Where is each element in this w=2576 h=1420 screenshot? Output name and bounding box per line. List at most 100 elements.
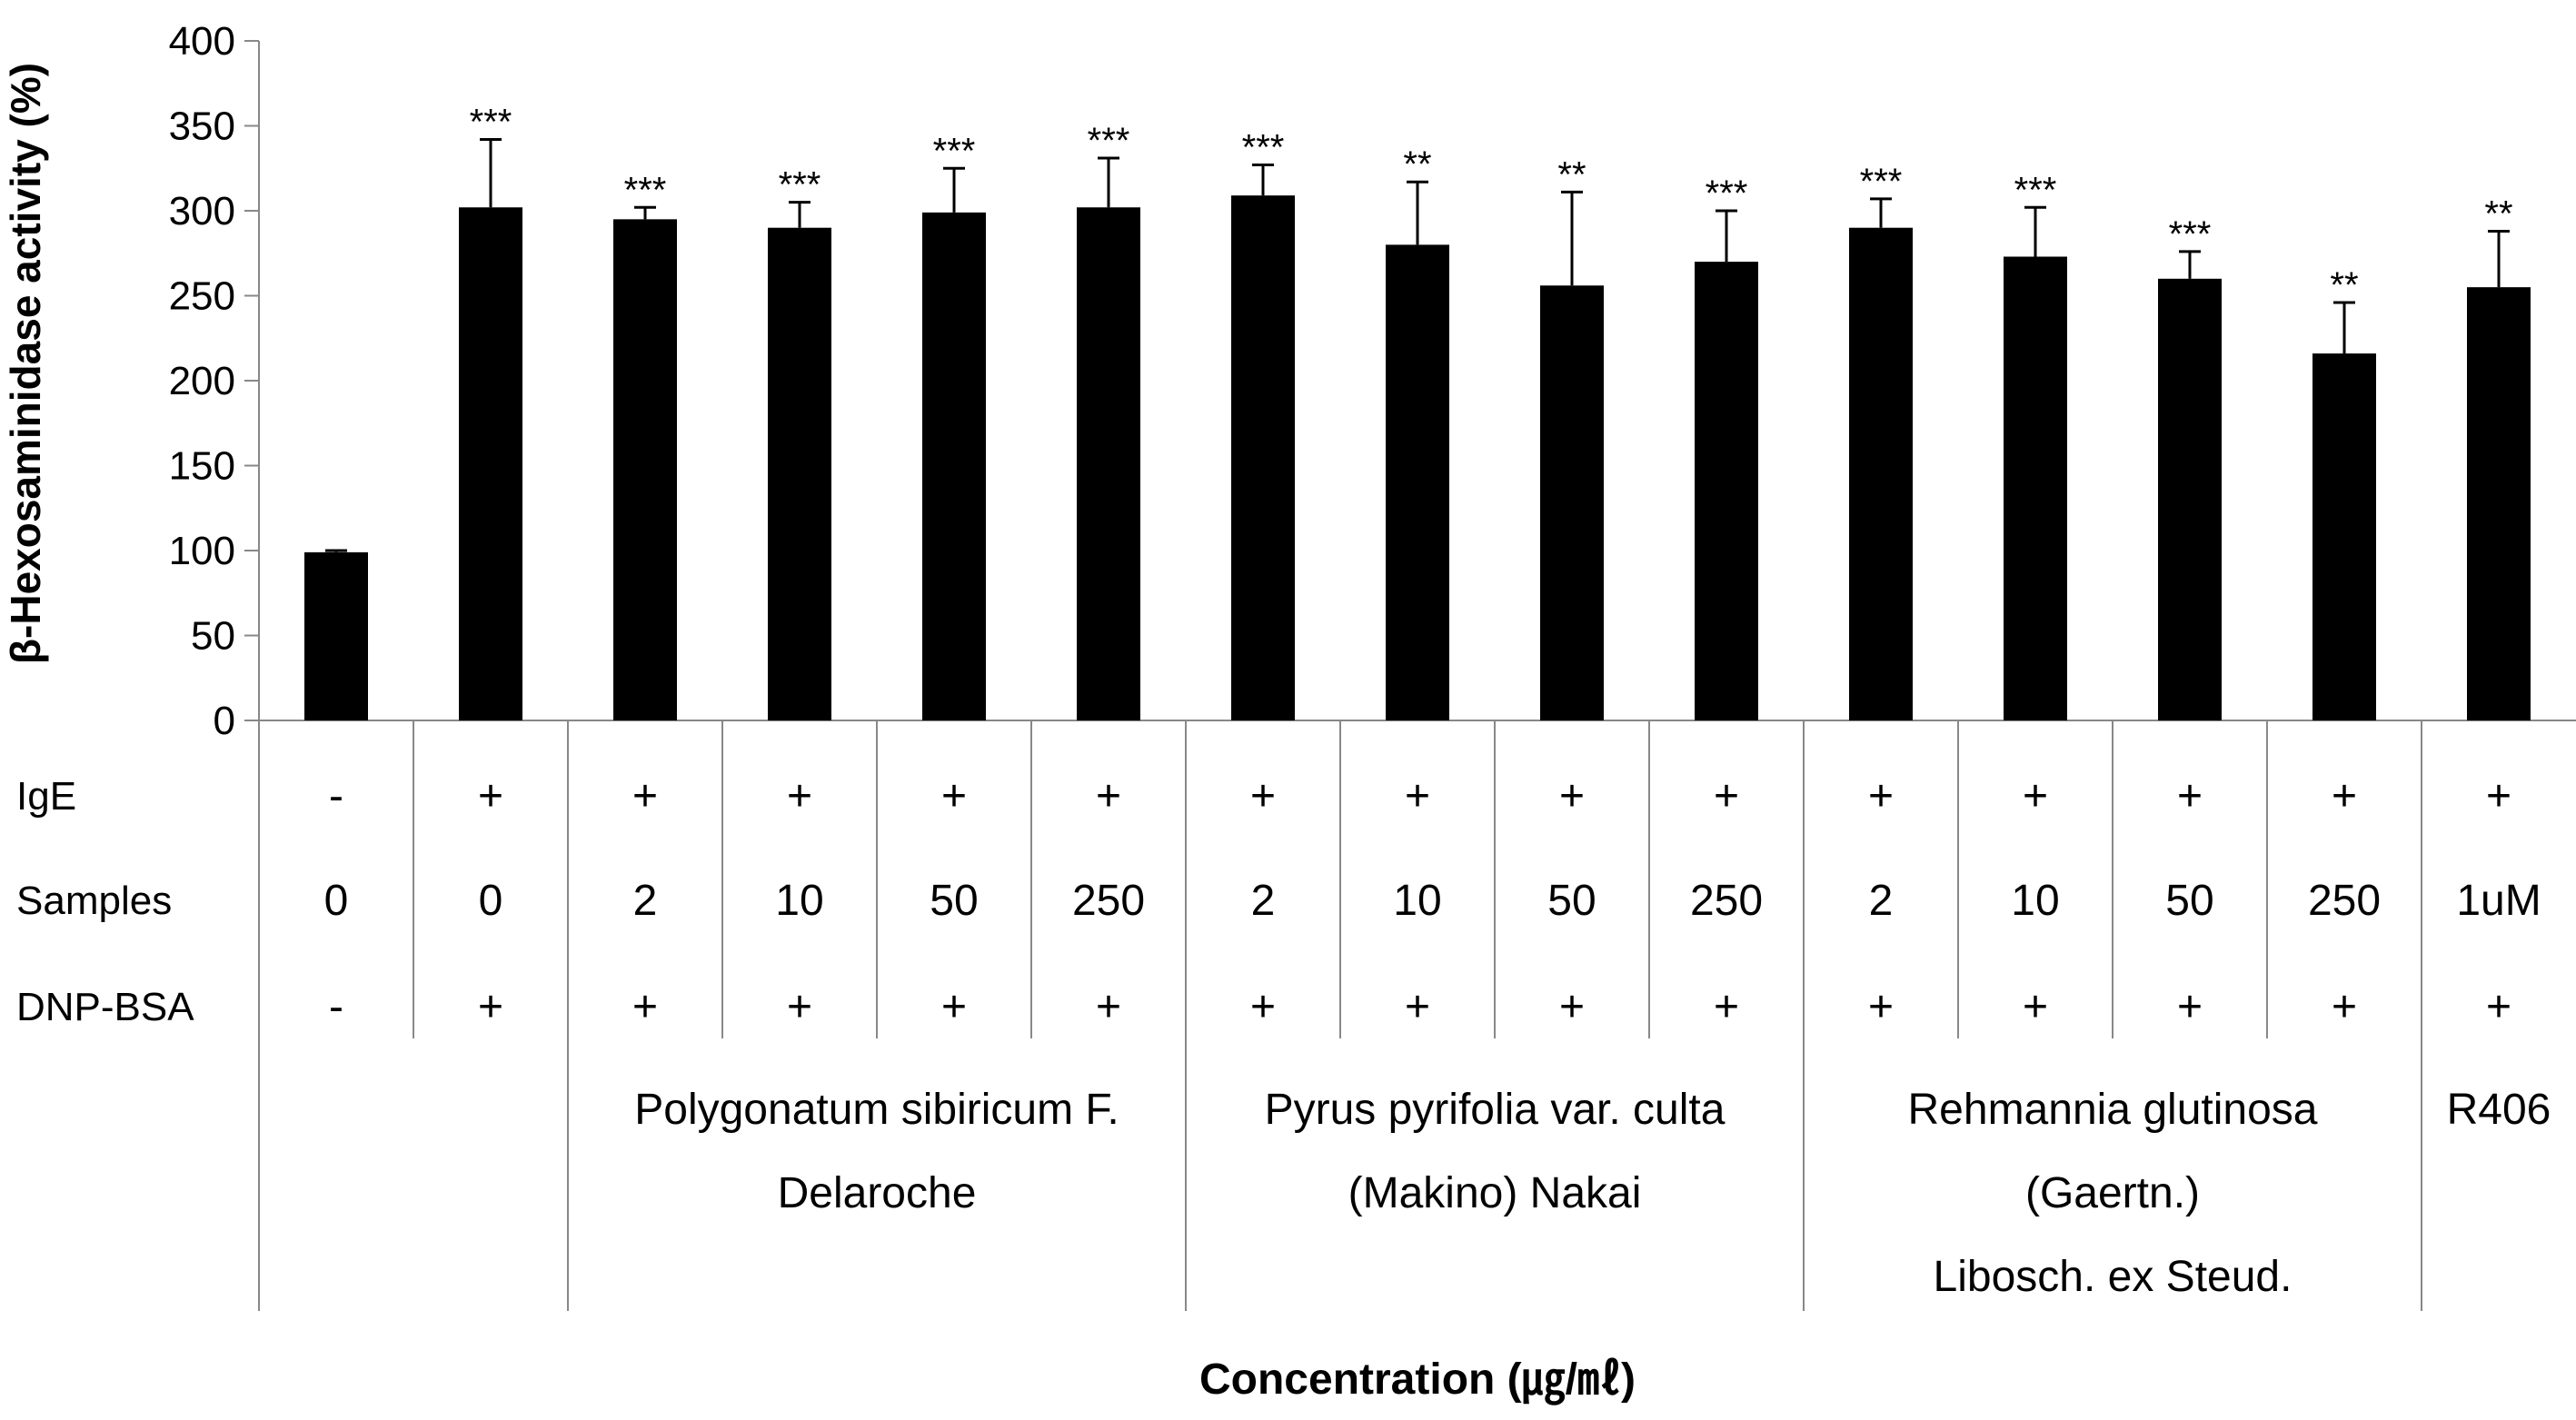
- y-tick-label: 50: [191, 614, 235, 659]
- table-cell: +: [2486, 772, 2511, 820]
- table-cell: +: [1868, 983, 1894, 1031]
- group-label: R406: [2447, 1086, 2551, 1134]
- y-tick-label: 200: [169, 359, 235, 403]
- table-cell: 50: [1547, 877, 1596, 925]
- table-cell: +: [941, 983, 967, 1031]
- significance-label: ***: [2014, 170, 2057, 210]
- significance-label: ***: [2169, 214, 2212, 254]
- bar: [2158, 278, 2222, 720]
- bar: [2312, 353, 2376, 720]
- y-tick-label: 300: [169, 189, 235, 233]
- table-cell: +: [478, 983, 503, 1031]
- condition-table: IgE - + + + + + + + + + + + + + +Samples 0 0 2 10 50 250 2 10 50…: [16, 772, 2551, 1301]
- table-cell: 250: [1072, 877, 1145, 925]
- bar: [922, 212, 986, 720]
- table-cell: +: [632, 772, 658, 820]
- table-cell: +: [1714, 772, 1739, 820]
- table-cell: 2: [633, 877, 658, 925]
- group-label: (Makino) Nakai: [1348, 1169, 1642, 1217]
- table-cell: +: [2177, 983, 2203, 1031]
- significance-label: ***: [1088, 121, 1130, 161]
- table-cell: +: [2486, 983, 2511, 1031]
- y-tick-label: 0: [214, 699, 235, 743]
- significance-label: ***: [470, 102, 512, 142]
- y-tick-label: 100: [169, 529, 235, 573]
- table-grid: [258, 720, 2422, 1311]
- table-cell: 0: [479, 877, 503, 925]
- significance-label: **: [1403, 144, 1431, 184]
- table-cell: 10: [1393, 877, 1441, 925]
- bar: [1231, 195, 1295, 721]
- significance-label: ***: [1706, 174, 1748, 213]
- group-label: Libosch. ex Steud.: [1934, 1253, 2293, 1301]
- table-cell: +: [2332, 772, 2357, 820]
- table-row-label: DNP-BSA: [16, 985, 194, 1029]
- bar-series: ****** ****** *** *** ** ** *** *** **********: [304, 102, 2531, 721]
- table-cell: 0: [324, 877, 349, 925]
- significance-label: ***: [624, 170, 667, 210]
- bar: [1077, 207, 1140, 720]
- y-tick-label: 400: [169, 19, 235, 64]
- y-axis-title: β-Hexosaminidase activity (%): [2, 63, 49, 664]
- x-axis-title: Concentration (㎍/㎖): [1199, 1355, 1636, 1405]
- group-label: (Gaertn.): [2025, 1169, 2200, 1217]
- table-cell: +: [1714, 983, 1739, 1031]
- bar: [613, 219, 677, 721]
- table-cell: +: [1250, 772, 1276, 820]
- table-cell: +: [1868, 772, 1894, 820]
- table-cell: +: [787, 983, 812, 1031]
- table-cell: +: [1559, 983, 1585, 1031]
- table-cell: +: [787, 772, 812, 820]
- table-cell: +: [2023, 772, 2048, 820]
- bar: [304, 551, 368, 720]
- bar: [1540, 285, 1604, 720]
- significance-label: ***: [779, 165, 821, 205]
- significance-label: **: [2484, 194, 2512, 233]
- bar: [2004, 256, 2067, 720]
- table-cell: -: [329, 772, 343, 820]
- table-cell: 1uM: [2456, 877, 2541, 925]
- table-cell: +: [478, 772, 503, 820]
- significance-label: ***: [1242, 128, 1285, 168]
- table-cell: 250: [1690, 877, 1763, 925]
- table-cell: 10: [775, 877, 823, 925]
- significance-label: ***: [1860, 162, 1903, 202]
- table-row-label: IgE: [16, 774, 76, 819]
- significance-label: **: [2330, 265, 2358, 305]
- table-cell: 50: [2165, 877, 2213, 925]
- table-cell: 2: [1251, 877, 1276, 925]
- table-cell: 2: [1869, 877, 1894, 925]
- table-row-label: Samples: [16, 879, 172, 923]
- table-cell: +: [1559, 772, 1585, 820]
- table-cell: +: [2332, 983, 2357, 1031]
- table-cell: 10: [2011, 877, 2059, 925]
- table-cell: +: [1405, 772, 1430, 820]
- table-cell: +: [1096, 983, 1121, 1031]
- bar: [1695, 262, 1758, 720]
- table-cell: +: [1250, 983, 1276, 1031]
- significance-label: **: [1557, 154, 1586, 194]
- group-label: Polygonatum sibiricum F.: [634, 1086, 1119, 1134]
- y-tick-label: 250: [169, 274, 235, 319]
- table-cell: +: [2177, 772, 2203, 820]
- group-label: Pyrus pyrifolia var. culta: [1265, 1086, 1726, 1134]
- bar: [1386, 244, 1449, 720]
- y-tick-label: 150: [169, 444, 235, 489]
- table-cell: 250: [2308, 877, 2381, 925]
- group-label: Delaroche: [778, 1169, 977, 1217]
- table-cell: 50: [930, 877, 978, 925]
- table-cell: -: [329, 983, 343, 1031]
- bar: [459, 207, 522, 720]
- bar: [768, 227, 831, 720]
- group-label: Rehmannia glutinosa: [1908, 1086, 2318, 1134]
- y-tick-label: 350: [169, 104, 235, 149]
- bar: [2467, 287, 2531, 720]
- table-cell: +: [2023, 983, 2048, 1031]
- bar: [1849, 227, 1913, 720]
- table-cell: +: [941, 772, 967, 820]
- significance-label: ***: [933, 131, 976, 171]
- table-cell: +: [1096, 772, 1121, 820]
- table-cell: +: [632, 983, 658, 1031]
- table-cell: +: [1405, 983, 1430, 1031]
